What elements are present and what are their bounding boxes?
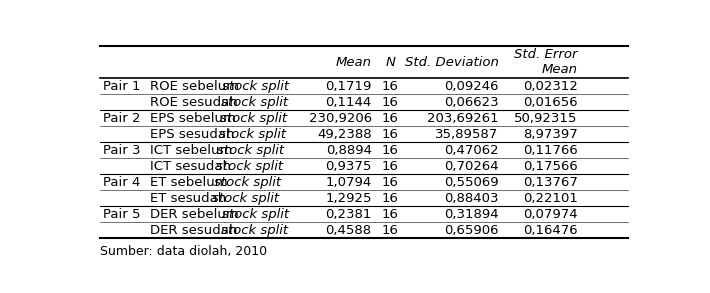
Text: ROE sebelum: ROE sebelum bbox=[150, 79, 244, 93]
Text: 0,2381: 0,2381 bbox=[325, 208, 372, 221]
Text: 1,2925: 1,2925 bbox=[325, 192, 372, 205]
Text: stock split: stock split bbox=[219, 127, 286, 141]
Text: stock split: stock split bbox=[221, 224, 288, 237]
Text: ICT sebelum: ICT sebelum bbox=[150, 144, 236, 156]
Text: Pair 4: Pair 4 bbox=[102, 176, 140, 189]
Text: 16: 16 bbox=[382, 208, 399, 221]
Text: Std. Deviation: Std. Deviation bbox=[405, 56, 498, 69]
Text: 0,07974: 0,07974 bbox=[523, 208, 578, 221]
Text: Sumber: data diolah, 2010: Sumber: data diolah, 2010 bbox=[99, 245, 267, 258]
Text: 0,9375: 0,9375 bbox=[325, 160, 372, 173]
Text: Pair 2: Pair 2 bbox=[102, 112, 140, 125]
Text: 16: 16 bbox=[382, 192, 399, 205]
Text: 8,97397: 8,97397 bbox=[523, 127, 578, 141]
Text: stock split: stock split bbox=[222, 79, 290, 93]
Text: 16: 16 bbox=[382, 224, 399, 237]
Text: Pair 5: Pair 5 bbox=[102, 208, 140, 221]
Text: 0,55069: 0,55069 bbox=[444, 176, 498, 189]
Text: stock split: stock split bbox=[212, 192, 280, 205]
Text: stock split: stock split bbox=[222, 208, 289, 221]
Text: 0,8894: 0,8894 bbox=[326, 144, 372, 156]
Text: EPS sebelum: EPS sebelum bbox=[150, 112, 240, 125]
Text: stock split: stock split bbox=[214, 176, 280, 189]
Text: 0,70264: 0,70264 bbox=[444, 160, 498, 173]
Text: stock split: stock split bbox=[217, 144, 284, 156]
Text: 16: 16 bbox=[382, 79, 399, 93]
Text: stock split: stock split bbox=[216, 160, 283, 173]
Text: 0,31894: 0,31894 bbox=[444, 208, 498, 221]
Text: stock split: stock split bbox=[222, 96, 288, 108]
Text: 35,89587: 35,89587 bbox=[435, 127, 498, 141]
Text: ICT sesudah: ICT sesudah bbox=[150, 160, 235, 173]
Text: 0,01656: 0,01656 bbox=[523, 96, 578, 108]
Text: 16: 16 bbox=[382, 112, 399, 125]
Text: N: N bbox=[386, 56, 395, 69]
Text: 16: 16 bbox=[382, 127, 399, 141]
Text: stock split: stock split bbox=[220, 112, 287, 125]
Text: EPS sesudah: EPS sesudah bbox=[150, 127, 239, 141]
Text: 1,0794: 1,0794 bbox=[325, 176, 372, 189]
Text: Std. Error
Mean: Std. Error Mean bbox=[514, 48, 578, 76]
Text: 0,06623: 0,06623 bbox=[444, 96, 498, 108]
Text: Pair 3: Pair 3 bbox=[102, 144, 140, 156]
Text: 16: 16 bbox=[382, 96, 399, 108]
Text: 0,22101: 0,22101 bbox=[523, 192, 578, 205]
Text: 16: 16 bbox=[382, 176, 399, 189]
Text: 0,65906: 0,65906 bbox=[444, 224, 498, 237]
Text: 0,16476: 0,16476 bbox=[523, 224, 578, 237]
Text: 0,09246: 0,09246 bbox=[444, 79, 498, 93]
Text: 16: 16 bbox=[382, 144, 399, 156]
Text: 203,69261: 203,69261 bbox=[427, 112, 498, 125]
Text: 16: 16 bbox=[382, 160, 399, 173]
Text: 0,17566: 0,17566 bbox=[523, 160, 578, 173]
Text: 49,2388: 49,2388 bbox=[317, 127, 372, 141]
Text: 0,11766: 0,11766 bbox=[523, 144, 578, 156]
Text: ET sebelum: ET sebelum bbox=[150, 176, 232, 189]
Text: Mean: Mean bbox=[336, 56, 372, 69]
Text: ET sesudah: ET sesudah bbox=[150, 192, 231, 205]
Text: 230,9206: 230,9206 bbox=[309, 112, 372, 125]
Text: 0,4588: 0,4588 bbox=[326, 224, 372, 237]
Text: 0,1144: 0,1144 bbox=[325, 96, 372, 108]
Text: 0,13767: 0,13767 bbox=[523, 176, 578, 189]
Text: 0,47062: 0,47062 bbox=[444, 144, 498, 156]
Text: 50,92315: 50,92315 bbox=[514, 112, 578, 125]
Text: 0,02312: 0,02312 bbox=[523, 79, 578, 93]
Text: Pair 1: Pair 1 bbox=[102, 79, 140, 93]
Text: ROE sesudah: ROE sesudah bbox=[150, 96, 242, 108]
Text: 0,1719: 0,1719 bbox=[325, 79, 372, 93]
Text: 0,88403: 0,88403 bbox=[444, 192, 498, 205]
Text: DER sebelum: DER sebelum bbox=[150, 208, 243, 221]
Text: DER sesudah: DER sesudah bbox=[150, 224, 241, 237]
